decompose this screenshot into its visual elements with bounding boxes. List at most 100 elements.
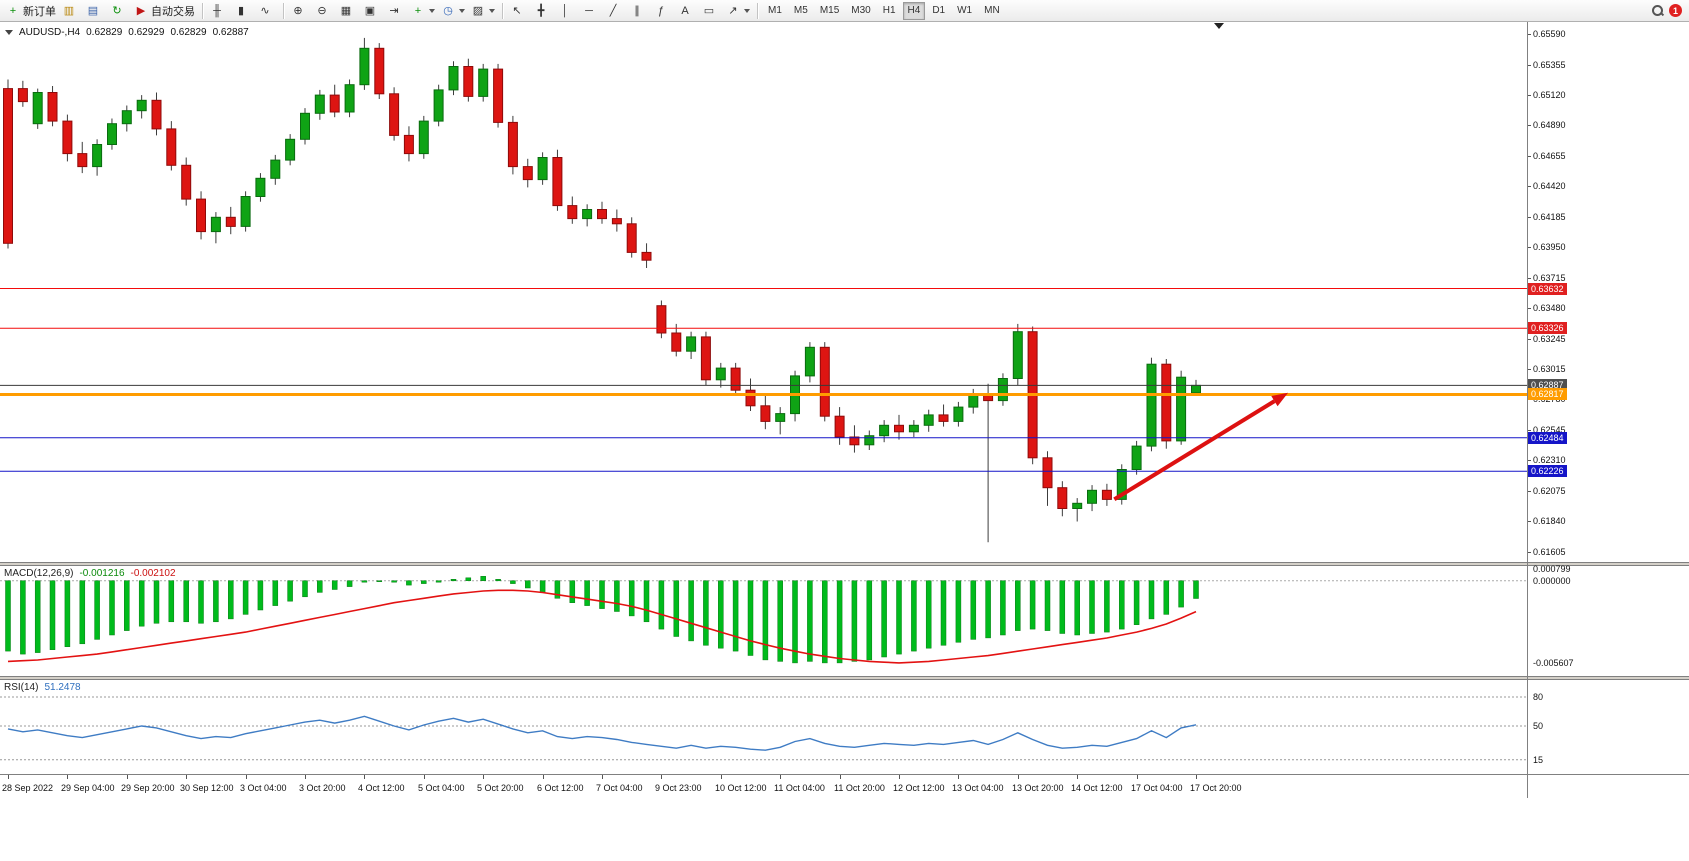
macd-panel-splitter[interactable] <box>0 562 1689 566</box>
macd-histogram <box>5 576 1199 664</box>
tile-windows-icon[interactable]: ▦ <box>336 1 360 21</box>
timeframe-mn[interactable]: MN <box>984 4 1000 16</box>
price-axis-tick <box>1527 156 1531 157</box>
time-axis-label: 17 Oct 20:00 <box>1190 783 1242 793</box>
rsi-panel-splitter[interactable] <box>0 676 1689 680</box>
candle <box>864 435 875 446</box>
candle <box>671 332 682 352</box>
price-axis-label: 0.62545 <box>1533 425 1566 435</box>
candle <box>47 92 58 122</box>
refresh-icon[interactable]: ↻ <box>107 1 131 21</box>
rsi-chart[interactable] <box>0 680 1527 774</box>
period-menu-button[interactable]: ◷ <box>438 1 468 21</box>
arrange-windows-icon[interactable]: ▣ <box>360 1 384 21</box>
chart-shift-icon: ⇥ <box>389 4 399 17</box>
profiles-icon: ▤ <box>87 4 99 17</box>
macd-axis-label: -0.005607 <box>1533 658 1574 668</box>
crosshair-icon: ╋ <box>537 4 545 17</box>
zoom-in-icon[interactable]: ⊕ <box>288 1 312 21</box>
candle <box>300 112 310 140</box>
timeframe-m1[interactable]: M1 <box>768 4 782 16</box>
auto-trading-icon: ▶ <box>136 4 146 17</box>
price-axis-label: 0.64890 <box>1533 120 1566 130</box>
add-indicator-button[interactable]: + <box>408 1 438 21</box>
text-icon[interactable]: A <box>675 1 699 21</box>
candle <box>908 424 919 433</box>
candle <box>3 88 13 244</box>
notification-badge[interactable]: 1 <box>1669 4 1682 17</box>
price-axis-tick <box>1527 34 1531 35</box>
time-axis-tick <box>246 775 247 779</box>
candle <box>626 223 637 253</box>
fibonacci-icon[interactable]: ƒ <box>651 1 675 21</box>
new-chart-icon[interactable]: ▥ <box>59 1 83 21</box>
price-tag: 0.62226 <box>1528 465 1567 477</box>
zoom-out-icon[interactable]: ⊖ <box>312 1 336 21</box>
trend-arrow-object[interactable] <box>1113 392 1289 502</box>
arrows-icon[interactable]: ↗ <box>723 1 753 21</box>
timeframe-h1[interactable]: H1 <box>882 4 896 16</box>
rsi-panel[interactable]: RSI(14) 51.2478 80 50 15 <box>0 680 1689 774</box>
timeframe-m15[interactable]: M15 <box>819 4 840 16</box>
time-axis-tick <box>127 775 128 779</box>
candle <box>389 93 400 136</box>
candlestick-chart[interactable] <box>0 22 1527 562</box>
template-menu-button: ▨ <box>472 4 484 17</box>
vertical-line-icon[interactable]: │ <box>555 1 579 21</box>
price-axis-tick <box>1527 460 1531 461</box>
profiles-icon[interactable]: ▤ <box>83 1 107 21</box>
bar-chart-icon[interactable]: ╫ <box>207 1 231 21</box>
chart-shift-icon[interactable]: ⇥ <box>384 1 408 21</box>
price-axis-label: 0.63245 <box>1533 334 1566 344</box>
price-axis[interactable]: 0.65590 0.65355 0.65120 0.64890 0.64655 0.644… <box>1527 22 1689 562</box>
time-axis-tick <box>1018 775 1019 779</box>
new-order-button[interactable]: + 新订单 <box>3 1 59 21</box>
timeframe-d1[interactable]: D1 <box>932 4 946 16</box>
cursor-icon[interactable]: ↖ <box>507 1 531 21</box>
main-chart-panel[interactable]: AUDUSD-,H4 0.62829 0.62929 0.62829 0.628… <box>0 22 1689 562</box>
line-chart-icon: ∿ <box>260 4 270 17</box>
auto-trading-button-label: 自动交易 <box>151 5 195 18</box>
macd-chart[interactable] <box>0 566 1527 676</box>
candle <box>507 121 518 168</box>
add-indicator-button: + <box>414 4 422 17</box>
rsi-axis[interactable]: 80 50 15 <box>1527 680 1689 774</box>
timeframe-h4[interactable]: H4 <box>902 1 926 20</box>
one-click-trading-toggle[interactable] <box>5 30 13 35</box>
time-axis-tick <box>721 775 722 779</box>
macd-panel[interactable]: MACD(12,26,9) -0.001216 -0.002102 0.0007… <box>0 564 1689 676</box>
time-axis-tick <box>483 775 484 779</box>
zoom-in-icon: ⊕ <box>293 4 303 17</box>
timeframe-m5[interactable]: M5 <box>793 4 808 16</box>
candle <box>597 209 607 220</box>
channel-icon[interactable]: ∥ <box>627 1 651 21</box>
horizontal-line-icon[interactable]: ─ <box>579 1 603 21</box>
candlestick-icon[interactable]: ▮ <box>231 1 255 21</box>
horizontal-line-icon: ─ <box>585 4 593 17</box>
time-axis-label: 30 Sep 12:00 <box>180 783 234 793</box>
bar-chart-icon: ╫ <box>213 4 221 17</box>
arrange-windows-icon: ▣ <box>364 4 376 17</box>
macd-axis[interactable]: 0.000799 0.000000 -0.005607 <box>1527 564 1689 676</box>
crosshair-icon[interactable]: ╋ <box>531 1 555 21</box>
candle <box>656 305 667 334</box>
search-icon[interactable] <box>1652 5 1663 16</box>
time-axis-label: 3 Oct 04:00 <box>240 783 287 793</box>
price-axis-tick <box>1527 125 1531 126</box>
candle <box>240 196 251 227</box>
timeframe-m30[interactable]: M30 <box>851 4 871 16</box>
line-chart-icon[interactable]: ∿ <box>255 1 279 21</box>
trendline-icon[interactable]: ╱ <box>603 1 627 21</box>
timeframe-w1[interactable]: W1 <box>957 4 973 16</box>
price-axis-label: 0.63015 <box>1533 364 1566 374</box>
text-label-icon[interactable]: ▭ <box>699 1 723 21</box>
template-menu-button[interactable]: ▨ <box>468 1 498 21</box>
rsi-name: RSI(14) <box>4 682 39 693</box>
chart-shift-marker[interactable] <box>1214 23 1224 29</box>
auto-trading-button[interactable]: ▶ 自动交易 <box>131 1 198 21</box>
candle <box>923 414 934 426</box>
candlestick-icon: ▮ <box>237 4 245 17</box>
time-axis-label: 7 Oct 04:00 <box>596 783 643 793</box>
time-axis[interactable]: 28 Sep 2022 29 Sep 04:00 29 Sep 20:00 30 Se… <box>0 774 1689 799</box>
price-axis-tick <box>1527 552 1531 553</box>
